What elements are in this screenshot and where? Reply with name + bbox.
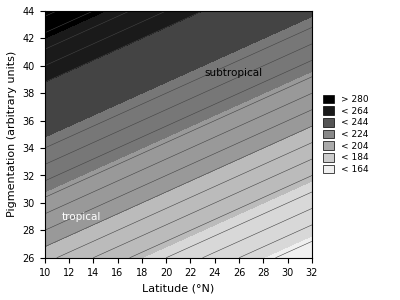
- Y-axis label: Pigmentation (arbitrary units): Pigmentation (arbitrary units): [7, 51, 17, 218]
- X-axis label: Latitude (°N): Latitude (°N): [142, 283, 214, 293]
- Legend: > 280, < 264, < 244, < 224, < 204, < 184, < 164: > 280, < 264, < 244, < 224, < 204, < 184…: [322, 94, 369, 175]
- Text: tropical: tropical: [61, 212, 101, 222]
- Text: subtropical: subtropical: [204, 68, 262, 78]
